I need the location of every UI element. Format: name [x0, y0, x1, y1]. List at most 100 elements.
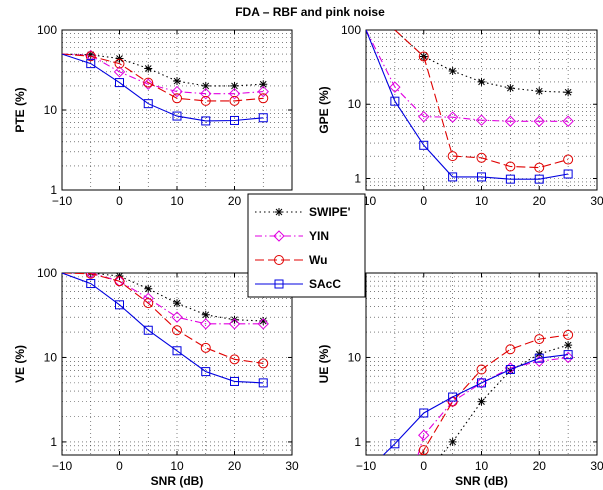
data-point	[448, 437, 457, 446]
y-tick-label: 10	[348, 350, 362, 364]
y-tick-label: 10	[348, 97, 362, 111]
x-tick-label: 30	[590, 194, 603, 208]
data-point	[258, 378, 268, 388]
legend-marker	[274, 255, 284, 265]
x-tick-label: −10	[52, 459, 73, 473]
data-point	[418, 429, 430, 441]
data-point	[172, 325, 182, 336]
data-point	[85, 273, 96, 279]
data-point	[446, 111, 459, 123]
series-line	[62, 53, 264, 87]
series-line	[62, 273, 264, 384]
y-tick-label: 1	[354, 171, 361, 185]
data-point	[115, 54, 124, 63]
series-line	[394, 30, 569, 169]
data-point	[258, 93, 269, 104]
data-point	[201, 81, 210, 90]
series-yin	[366, 30, 574, 127]
data-point	[173, 299, 181, 308]
data-point	[201, 367, 211, 377]
data-point	[563, 154, 574, 165]
ve-panel: −10 0 10 20 30 1 10 100 VE (%) SNR (dB)	[13, 266, 299, 488]
data-point	[505, 365, 515, 375]
grid	[61, 29, 293, 191]
x-tick-label: 10	[475, 459, 489, 473]
data-point	[534, 334, 545, 345]
series-line	[62, 53, 264, 122]
x-tick-label: 0	[420, 459, 427, 473]
data-point	[506, 366, 515, 375]
ue-panel: −100102030110100UE (%)SNR (dB)	[317, 266, 603, 488]
legend-label: SWIPE'	[309, 205, 351, 219]
series-wu	[62, 51, 269, 106]
series-swipe	[62, 273, 268, 326]
data-point	[563, 329, 574, 340]
data-point	[505, 344, 516, 355]
data-point	[533, 115, 545, 127]
series-wu	[418, 329, 574, 455]
y-tick-label: 1	[354, 435, 361, 449]
x-tick-label: 20	[228, 194, 242, 208]
data-point	[86, 59, 96, 69]
x-tick-label: 0	[116, 194, 123, 208]
data-point	[448, 392, 458, 402]
data-point	[200, 95, 211, 106]
data-point	[506, 84, 515, 93]
data-point	[259, 80, 268, 89]
data-point	[563, 169, 573, 179]
data-point	[563, 350, 573, 360]
y-tick-label: 10	[44, 103, 58, 117]
legend-marker	[275, 208, 283, 216]
data-point	[389, 81, 401, 93]
series-line	[440, 344, 569, 455]
data-point	[229, 95, 240, 106]
series-swipe	[62, 50, 268, 90]
data-point	[230, 115, 239, 125]
data-point	[418, 445, 429, 455]
data-point	[257, 85, 269, 98]
data-point	[477, 378, 486, 388]
series-line	[62, 273, 264, 322]
data-point	[172, 111, 182, 121]
series-line	[420, 334, 569, 455]
data-point	[534, 162, 545, 173]
data-point	[86, 279, 96, 289]
data-point	[564, 88, 573, 97]
series-sacc	[366, 30, 573, 184]
data-point	[504, 115, 517, 127]
data-point	[534, 174, 544, 184]
data-point	[258, 113, 268, 123]
series-sacc	[62, 53, 268, 126]
data-point	[448, 172, 458, 182]
y-tick-label: 1	[50, 183, 57, 197]
series-sacc	[382, 350, 573, 455]
x-tick-label: 10	[475, 194, 489, 208]
data-point	[477, 172, 486, 182]
series-swipe	[394, 30, 573, 97]
data-point	[143, 298, 154, 309]
y-tick-label: 100	[341, 23, 361, 37]
y-axis-label: UE (%)	[317, 345, 331, 384]
data-point	[230, 81, 239, 90]
data-point	[562, 115, 574, 127]
data-point	[534, 353, 544, 363]
series-line	[366, 30, 569, 122]
y-tick-label: 10	[44, 350, 58, 364]
data-point	[390, 439, 400, 449]
legend: SWIPE' YIN Wu SAcC	[247, 193, 366, 298]
data-point	[200, 342, 211, 353]
data-point	[418, 51, 429, 62]
data-point	[448, 67, 457, 76]
x-tick-label: −10	[356, 459, 377, 473]
x-tick-label: 20	[533, 459, 547, 473]
data-point	[475, 114, 488, 126]
data-point	[390, 96, 400, 106]
data-point	[476, 364, 487, 375]
x-tick-label: −10	[52, 194, 73, 208]
legend-marker	[274, 279, 284, 289]
pte-panel: −100102030110100PTE (%)	[13, 23, 299, 208]
data-point	[535, 87, 544, 96]
data-point	[259, 317, 268, 326]
axes-frame	[365, 272, 598, 456]
